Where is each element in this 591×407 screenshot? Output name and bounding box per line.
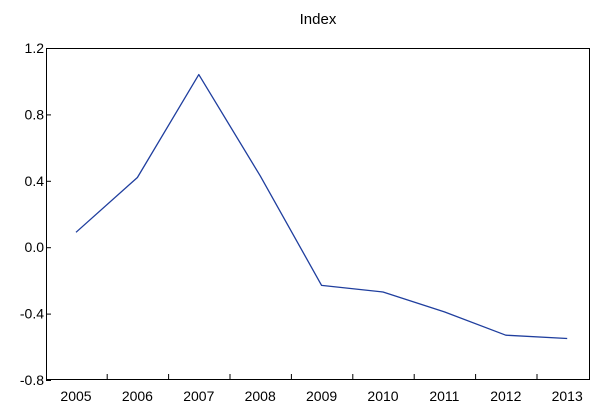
x-tick-label: 2008 — [245, 388, 276, 404]
x-tick-label: 2007 — [183, 388, 214, 404]
x-axis: 2005 2006 2007 2008 2009 2010 2011 2012 2013 — [60, 374, 583, 404]
series-layer — [75, 73, 568, 340]
y-tick-label: 0.4 — [25, 173, 45, 189]
series-line — [75, 73, 568, 340]
plot-frame — [46, 48, 590, 380]
y-tick-label: 1.2 — [25, 40, 45, 56]
x-tick-label: 2010 — [367, 388, 398, 404]
chart-title: Index — [300, 11, 337, 28]
x-tick-label: 2006 — [122, 388, 153, 404]
x-tick-label: 2012 — [490, 388, 521, 404]
y-tick-label: 0.0 — [25, 239, 45, 255]
y-axis: 1.2 0.8 0.4 0.0 -0.4 -0.8 — [20, 40, 51, 388]
x-tick-label: 2009 — [306, 388, 337, 404]
y-tick-label: -0.4 — [20, 306, 44, 322]
x-tick-label: 2005 — [60, 388, 91, 404]
y-tick-label: 0.8 — [25, 106, 45, 122]
x-tick-label: 2013 — [552, 388, 583, 404]
x-tick-label: 2011 — [429, 388, 459, 404]
y-tick-label: -0.8 — [20, 372, 44, 388]
